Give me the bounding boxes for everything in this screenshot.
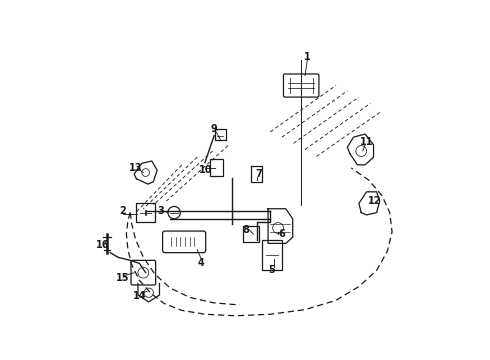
Text: 9: 9 — [211, 125, 218, 134]
Text: 8: 8 — [242, 225, 249, 235]
Text: 16: 16 — [96, 240, 109, 250]
Text: 15: 15 — [116, 273, 129, 283]
Text: 5: 5 — [269, 265, 275, 275]
Text: 4: 4 — [197, 258, 204, 267]
Text: 10: 10 — [199, 165, 213, 175]
Text: 6: 6 — [278, 229, 285, 239]
Text: 12: 12 — [368, 196, 381, 206]
Text: 13: 13 — [129, 163, 143, 173]
Text: 3: 3 — [158, 206, 165, 216]
Text: 7: 7 — [255, 169, 262, 179]
Text: 1: 1 — [304, 52, 311, 62]
Text: 11: 11 — [360, 137, 373, 147]
Text: 2: 2 — [119, 206, 126, 216]
Text: 14: 14 — [133, 291, 146, 301]
